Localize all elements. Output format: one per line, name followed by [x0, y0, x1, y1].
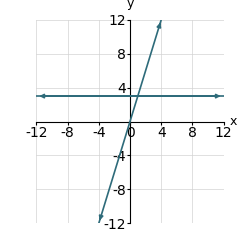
Text: y: y	[126, 0, 134, 10]
Text: x: x	[230, 115, 237, 128]
